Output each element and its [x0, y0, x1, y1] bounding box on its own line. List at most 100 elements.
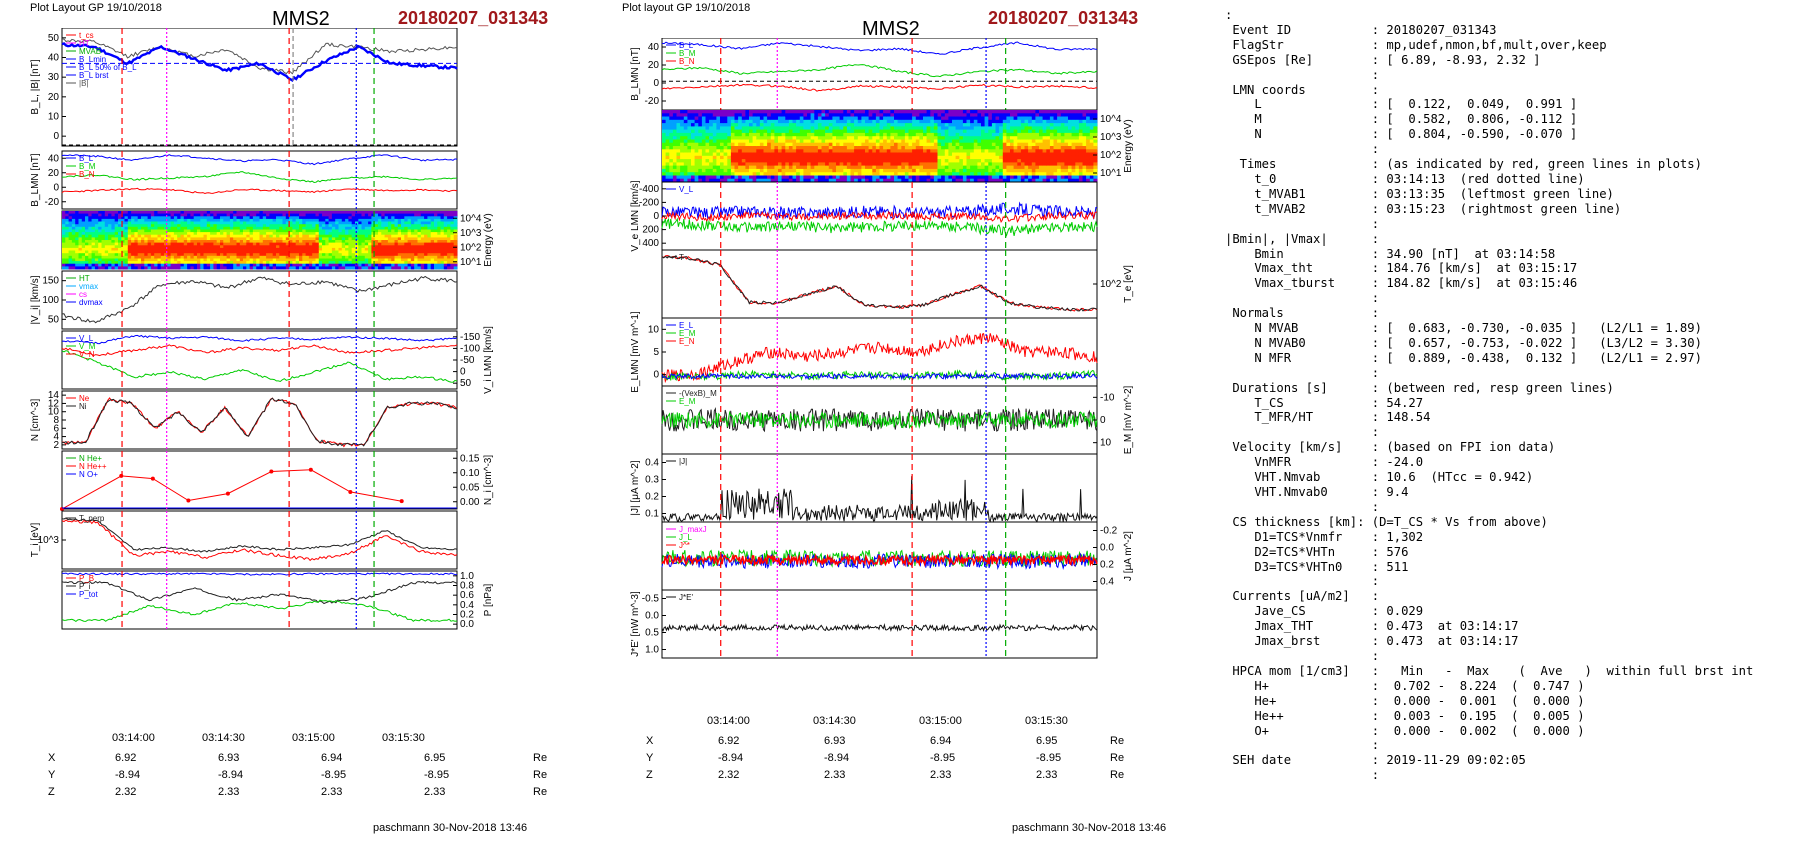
summary-line: N MVAB0 : [ 0.657, -0.753, -0.022 ] (L3/… [1225, 335, 1702, 350]
summary-line: Jmax_brst : 0.473 at 03:14:17 [1225, 634, 1519, 649]
series-e-l [661, 371, 1098, 381]
summary-line: N : [ 0.804, -0.590, -0.070 ] [1225, 127, 1578, 142]
left-event-id: 20180207_031343 [398, 8, 549, 28]
middle-event-id: 20180207_031343 [988, 8, 1139, 28]
y-tick-label: 0.4 [645, 458, 659, 469]
legend-entry: HT [79, 274, 90, 283]
coord-value: 2.33 [321, 786, 343, 798]
summary-line: He+ : 0.000 - 0.001 ( 0.000 ) [1225, 693, 1585, 708]
left-panel-b-frame [61, 28, 458, 147]
series-ve-n [661, 210, 1098, 224]
y-tick-label: 10 [648, 324, 660, 335]
legend-entry: N O+ [79, 470, 98, 479]
y-tick-label: 40 [48, 153, 60, 164]
summary-line: : [1225, 216, 1380, 231]
series-p-b [61, 599, 458, 623]
legend-entry: B_N [679, 57, 695, 66]
summary-line: : [1225, 648, 1380, 663]
data-point [348, 489, 353, 494]
summary-line: VHT.Nmvab : 10.6 (HTcc = 0.942) [1225, 470, 1534, 485]
series-ve-m [661, 217, 1098, 237]
summary-line: : [1225, 67, 1380, 82]
y-tick-label: 10^4 [460, 213, 482, 224]
coord-value: 2.32 [115, 786, 137, 798]
summary-line: VnMFR : -24.0 [1225, 455, 1424, 470]
coord-value: -8.94 [218, 769, 244, 781]
coord-unit: Re [533, 769, 548, 781]
legend-entry: J^* [679, 541, 690, 550]
series-ve-l [661, 201, 1098, 221]
legend-entry: dvmax [79, 298, 103, 307]
y-axis-label: |J| [μA m^-2] [630, 460, 641, 515]
y-tick-label: 20 [48, 168, 60, 179]
y-tick-label: 0.4 [460, 600, 474, 611]
legend-entry: B_Lmin [79, 55, 106, 64]
summary-line: : [1225, 425, 1380, 440]
coord-label: X [48, 752, 56, 764]
coord-value: -8.94 [718, 752, 744, 764]
data-point [225, 491, 230, 496]
coord-value: 6.94 [930, 735, 952, 747]
left-layout-label: Plot Layout GP 19/10/2018 [30, 2, 162, 14]
summary-line: Currents [uA/m2] : [1225, 589, 1380, 604]
series-t-perp [61, 519, 458, 562]
y-axis-label: Energy (eV) [483, 213, 494, 266]
left-panel-hpca-frame [61, 450, 458, 510]
coord-unit: Re [1110, 769, 1125, 781]
legend-entry: J_maxJ [679, 525, 707, 534]
x-tick-label: 03:14:30 [813, 715, 856, 727]
legend-entry: E_N [679, 337, 695, 346]
left-panel-pressure: 0.00.20.40.60.81.0 P [nPa] P_BP_iP_tot [61, 570, 494, 630]
mid-panel-spectrogram: 10^1 10^2 10^3 10^4 Energy (eV) [661, 109, 1134, 183]
x-tick-label: 03:15:30 [382, 732, 425, 744]
y-axis-label: T_i [eV] [30, 523, 41, 558]
middle-footer: paschmann 30-Nov-2018 13:46 [1012, 822, 1167, 834]
y-tick-label: 0.15 [460, 453, 480, 464]
legend-entry: V_L [679, 185, 694, 194]
summary-line: t_0 : 03:14:13 (red dotted line) [1225, 171, 1585, 186]
legend-entry: B_M [679, 49, 696, 58]
summary-line: D1=TCS*Vnmfr : 1,302 [1225, 529, 1424, 544]
legend-entry: MVAB [79, 47, 101, 56]
y-axis-label: B_LMN [nT] [30, 153, 41, 207]
y-tick-label: 30 [48, 72, 60, 83]
event-summary-panel: : Event ID : 20180207_031343 FlagStr : m… [1225, 8, 1800, 798]
y-tick-label: 10^2 [1100, 150, 1122, 161]
series-te-par [661, 255, 1098, 312]
legend-entry: E_M [679, 329, 696, 338]
summary-line: FlagStr : mp,udef,nmon,bf,mult,over,keep [1225, 37, 1607, 52]
coord-value: 6.93 [218, 752, 240, 764]
series-b-n [61, 187, 458, 195]
left-panel-pressure-frame [61, 570, 458, 630]
summary-line: t_MVAB1 : 03:13:35 (leftmost green line) [1225, 186, 1614, 201]
coord-value: 2.33 [424, 786, 446, 798]
coord-value: 6.95 [424, 752, 446, 764]
y-tick-label: 50 [48, 33, 60, 44]
series-he-plus-plus-line [61, 469, 402, 510]
y-tick-label: 0 [460, 367, 466, 378]
summary-line: : [1225, 738, 1380, 753]
series-b-m [661, 64, 1098, 78]
mid-panel-blmn-frame [661, 38, 1098, 111]
summary-line: He++ : 0.003 - 0.195 ( 0.005 ) [1225, 708, 1585, 723]
series-v-l [61, 334, 458, 345]
y-tick-label: 0.1 [645, 509, 659, 520]
summary-line: D2=TCS*VHTn : 576 [1225, 544, 1409, 559]
series-vi [61, 275, 458, 324]
left-panel-blmn: -20 0 20 40 B_LMN [nT] B_LB_MB_N [30, 150, 458, 210]
y-tick-label: 1.0 [460, 571, 474, 582]
y-tick-label: 12 [48, 398, 60, 409]
y-tick-label: 0.2 [645, 492, 659, 503]
legend-entry: J_L [679, 533, 692, 542]
summary-line: L : [ 0.122, 0.049, 0.991 ] [1225, 97, 1578, 112]
legend-entry: -(VexB)_M [679, 389, 717, 398]
summary-line: Durations [s] : (between red, resp green… [1225, 380, 1614, 395]
series-b-n [661, 83, 1098, 92]
coord-unit: Re [533, 786, 548, 798]
y-tick-label: 2 [53, 440, 59, 451]
legend-entry: P_i [79, 582, 91, 591]
series-v-m [61, 350, 458, 383]
